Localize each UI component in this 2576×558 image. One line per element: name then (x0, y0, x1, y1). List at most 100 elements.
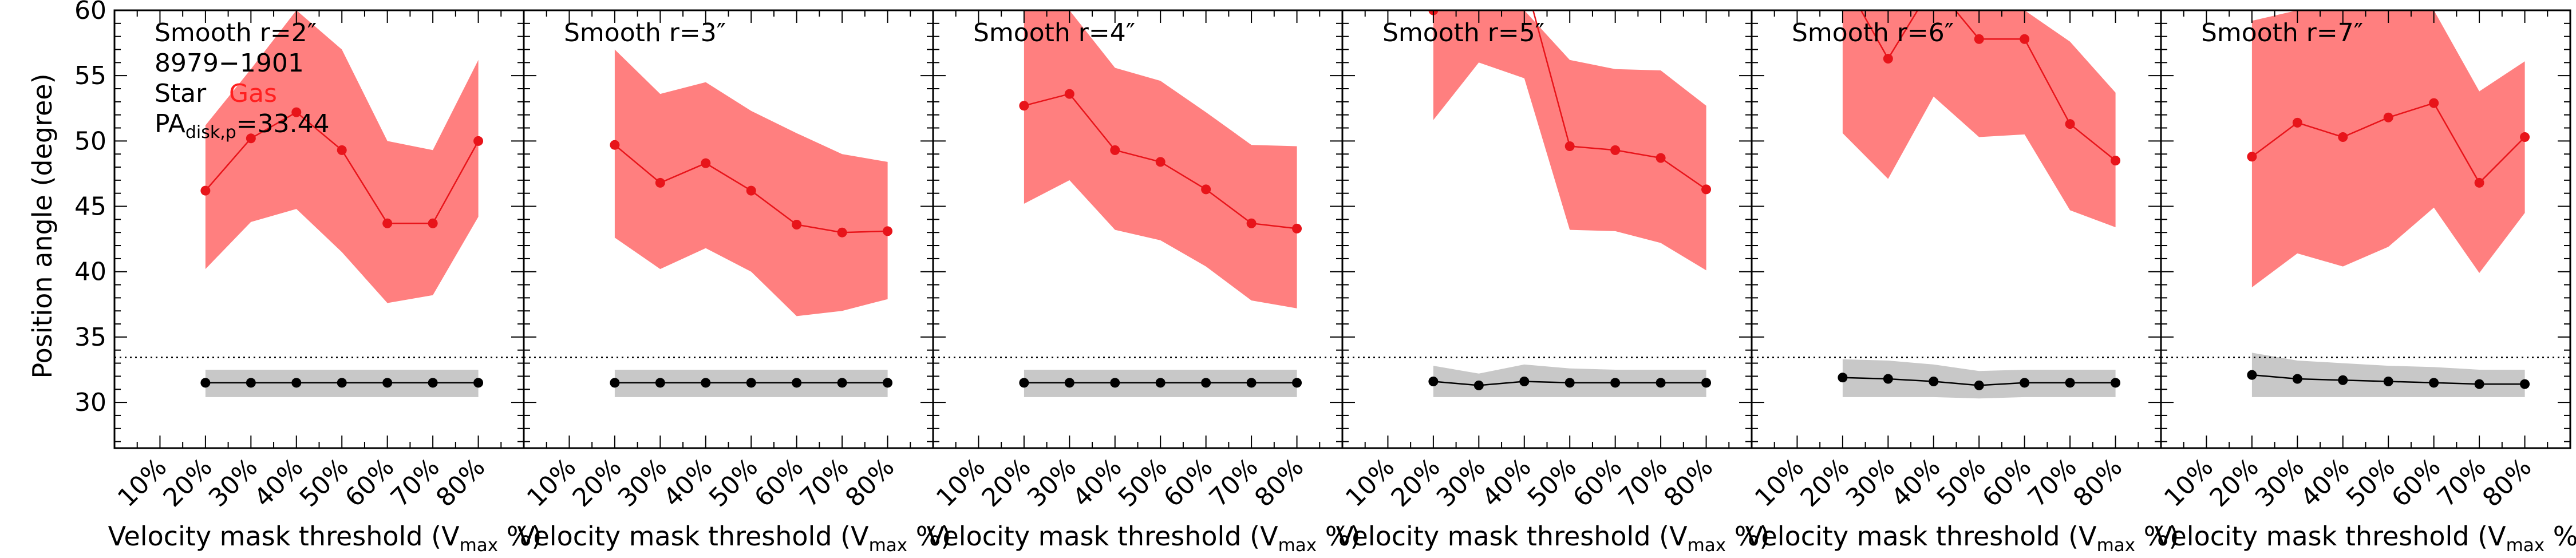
star-point (1473, 380, 1484, 390)
x-tick-label: 10% (112, 453, 172, 513)
x-tick-label: 40% (658, 453, 718, 513)
star-point (1428, 377, 1439, 387)
star-point (2292, 374, 2302, 384)
panel-5: 10%20%30%40%50%60%70%80% Velocity mask th… (1745, 9, 2179, 556)
y-tick-label: 45 (74, 192, 106, 221)
star-point (2247, 370, 2257, 380)
x-tick-label: 40% (248, 453, 309, 513)
star-point (1110, 378, 1120, 388)
x-tick-label: 20% (1795, 453, 1855, 513)
star-point (2429, 378, 2439, 388)
star-point (200, 378, 211, 388)
y-tick-label: 60 (74, 0, 106, 25)
gas-point (1155, 157, 1165, 167)
gas-point (655, 177, 665, 188)
x-tick-label: 80% (2068, 453, 2128, 513)
star-uncertainty-band (1842, 359, 2116, 399)
x-tick-label: 40% (1067, 453, 1127, 513)
x-tick-label: 10% (1749, 453, 1809, 513)
star-point (246, 378, 256, 388)
x-tick-label: 60% (1158, 453, 1218, 513)
x-tick-label: 30% (1840, 453, 1901, 513)
x-tick-label: 80% (1249, 453, 1309, 513)
gas-point (1974, 34, 1984, 44)
panel-title: Smooth r=5″ (1382, 18, 1544, 48)
y-axis-title: Position angle (degree) (27, 73, 58, 378)
star-point (655, 378, 665, 388)
y-tick-label: 40 (74, 258, 106, 287)
x-tick-label: 30% (1431, 453, 1491, 513)
star-point (473, 378, 484, 388)
star-point (883, 378, 893, 388)
x-tick-label: 70% (795, 453, 855, 513)
star-point (1519, 377, 1530, 387)
x-tick-label: 50% (704, 453, 764, 513)
star-point (792, 378, 802, 388)
x-tick-label: 40% (1886, 453, 1946, 513)
gas-uncertainty-band (614, 49, 888, 316)
star-point (2338, 375, 2348, 385)
x-tick-label: 70% (2022, 453, 2083, 513)
star-point (1564, 378, 1575, 388)
star-point (291, 378, 302, 388)
gas-point (1201, 184, 1211, 195)
legend-gas: Gas (229, 79, 277, 108)
x-tick-label: 20% (2204, 453, 2264, 513)
star-point (1701, 378, 1712, 388)
x-tick-label: 80% (840, 453, 900, 513)
x-axis-title: Velocity mask threshold (Vmax %) (517, 521, 951, 556)
star-point (2474, 379, 2484, 389)
gas-point (1064, 89, 1074, 99)
plot-area (524, 49, 933, 397)
x-tick-label: 80% (1658, 453, 1718, 513)
star-point (1610, 378, 1621, 388)
gas-point (1246, 218, 1257, 228)
x-tick-label: 70% (385, 453, 445, 513)
gas-point (1883, 53, 1893, 64)
x-tick-label: 20% (157, 453, 218, 513)
x-tick-label: 50% (1522, 453, 1582, 513)
gas-point (200, 185, 211, 196)
x-axis-title: Velocity mask threshold (Vmax %) (927, 521, 1361, 556)
x-tick-label: 50% (1113, 453, 1173, 513)
star-point (1064, 378, 1074, 388)
panel-1: 30 35 40 45 50 55 60 10%20%30%40%50%60%70%80% Ve… (74, 0, 542, 556)
gas-point (382, 218, 393, 228)
x-tick-label: 70% (1613, 453, 1673, 513)
star-uncertainty-band (2251, 353, 2525, 397)
gas-point (2520, 132, 2530, 143)
gas-point (610, 140, 620, 150)
star-point (837, 378, 847, 388)
gas-point (1656, 153, 1666, 163)
gas-point (746, 185, 756, 196)
x-axis-title: Velocity mask threshold (Vmax %) (1336, 521, 1770, 556)
panel-title: Smooth r=7″ (2201, 18, 2363, 48)
star-point (2065, 378, 2075, 388)
gas-uncertainty-band (205, 10, 479, 303)
x-tick-label: 20% (1385, 453, 1445, 513)
x-tick-label: 60% (749, 453, 809, 513)
gas-point (2383, 112, 2393, 122)
panel-2: 10%20%30%40%50%60%70%80% Velocity mask th… (517, 9, 951, 556)
x-tick-label: 10% (521, 453, 582, 513)
gas-point (2292, 117, 2302, 128)
star-point (1019, 378, 1029, 388)
gas-point (1701, 184, 1712, 195)
gas-point (792, 220, 802, 230)
star-point (2111, 378, 2121, 388)
star-point (746, 378, 756, 388)
gas-point (2338, 132, 2348, 143)
star-point (1929, 377, 1939, 387)
gas-point (2111, 156, 2121, 166)
star-point (2383, 377, 2393, 387)
x-tick-label: 60% (339, 453, 400, 513)
x-tick-label: 20% (567, 453, 627, 513)
gas-point (1564, 141, 1575, 151)
panel-3: 10%20%30%40%50%60%70%80% Velocity mask th… (927, 9, 1361, 556)
gas-uncertainty-band (1433, 10, 1706, 271)
x-tick-label: 70% (1204, 453, 1264, 513)
x-tick-label: 40% (2295, 453, 2355, 513)
plot-area (1342, 10, 1752, 397)
y-tick-label: 35 (74, 323, 106, 352)
